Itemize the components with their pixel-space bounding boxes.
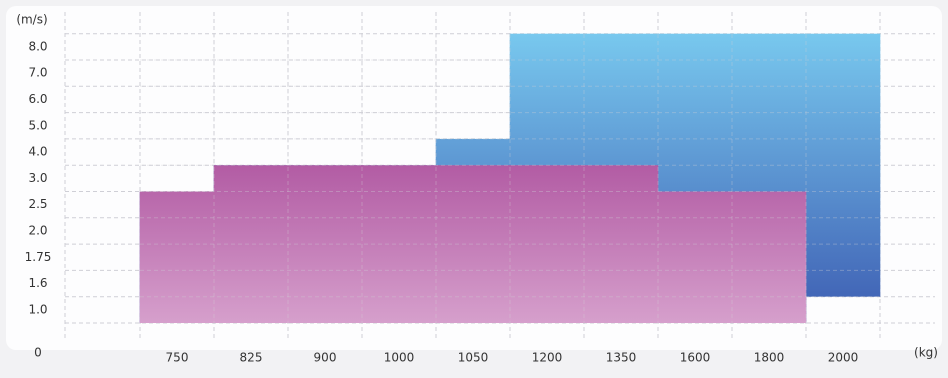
speed-range — [139, 191, 215, 323]
x-tick-label: 1000 — [384, 351, 415, 365]
y-unit: (m/s) — [16, 13, 47, 27]
y-tick-label: 2.5 — [28, 197, 47, 211]
y-tick-label: 6.0 — [28, 92, 47, 106]
speed-range — [731, 191, 807, 323]
speed-range — [287, 165, 363, 323]
x-tick-label: 1350 — [606, 351, 637, 365]
x-unit: (kg) — [914, 346, 938, 360]
x-tick-label: 1050 — [458, 351, 489, 365]
y-tick-label: 1.6 — [28, 276, 47, 290]
y-tick-label: 3.0 — [28, 171, 47, 185]
x-tick-label: 2000 — [828, 351, 859, 365]
y-tick-label: 4.0 — [28, 145, 47, 159]
speed-range — [213, 165, 289, 323]
speed-range — [509, 165, 585, 323]
x-tick-label: 1200 — [532, 351, 563, 365]
y-tick-label: 5.0 — [28, 118, 47, 132]
y-tick-label: 2.0 — [28, 223, 47, 237]
speed-range — [361, 165, 437, 323]
x-tick-label: 750 — [166, 351, 189, 365]
y-tick-label: 1.0 — [28, 302, 47, 316]
x-tick-label: 900 — [314, 351, 337, 365]
y-tick-label: 1.75 — [25, 250, 52, 264]
x-tick-label: 1600 — [680, 351, 711, 365]
y-tick-label: 0 — [34, 346, 42, 360]
y-tick-label: 8.0 — [28, 39, 47, 53]
speed-range — [583, 165, 659, 323]
x-tick-label: 1800 — [754, 351, 785, 365]
speed-range — [657, 191, 733, 323]
y-tick-label: 7.0 — [28, 66, 47, 80]
x-tick-label: 825 — [240, 351, 263, 365]
speed-range — [805, 33, 881, 297]
speed-range — [435, 165, 511, 323]
